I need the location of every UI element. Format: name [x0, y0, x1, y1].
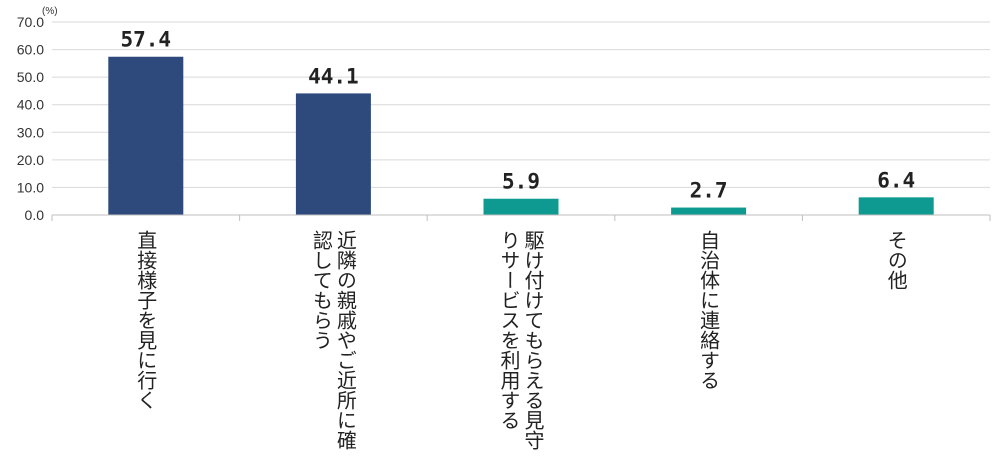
category-label: 自治体に連絡する [697, 230, 721, 390]
gridlines [52, 21, 990, 188]
category-label-line: 認してもらう [309, 230, 333, 350]
category-label-line: その他 [884, 230, 908, 290]
y-tick-label: 0.0 [25, 207, 45, 223]
category-label: その他 [884, 230, 908, 290]
category-label: 直接様子を見に行く [134, 230, 158, 410]
data-label: 44.1 [308, 64, 359, 88]
y-tick-label: 70.0 [17, 14, 44, 30]
data-label: 5.9 [502, 170, 540, 194]
data-labels: 57.4 44.1 5.9 2.7 6.4 [121, 28, 916, 203]
bar [483, 198, 559, 215]
y-tick-label: 10.0 [17, 179, 44, 195]
y-axis: 0.0 10.0 20.0 30.0 40.0 50.0 60.0 70.0 [17, 14, 44, 223]
category-label-line: 駆け付けてもらえる見守 [521, 230, 545, 450]
y-tick-label: 40.0 [17, 97, 44, 113]
category-label-line: 直接様子を見に行く [134, 230, 158, 410]
y-axis-unit: (%) [42, 6, 58, 17]
y-tick-label: 20.0 [17, 152, 44, 168]
x-axis-ticks [51, 215, 991, 221]
data-label: 2.7 [690, 179, 728, 203]
category-label-line: 自治体に連絡する [697, 230, 721, 390]
bar [858, 197, 934, 215]
bar [671, 207, 747, 215]
category-label-line: 近隣の親戚やご近所に確 [333, 230, 357, 450]
y-tick-label: 50.0 [17, 69, 44, 85]
data-label: 6.4 [877, 168, 915, 192]
bar [108, 56, 184, 215]
y-tick-label: 30.0 [17, 124, 44, 140]
data-label: 57.4 [121, 28, 172, 52]
bars [108, 56, 934, 215]
category-label-line: りサービスを利用する [497, 230, 521, 430]
bar [295, 93, 371, 215]
y-tick-label: 60.0 [17, 42, 44, 58]
